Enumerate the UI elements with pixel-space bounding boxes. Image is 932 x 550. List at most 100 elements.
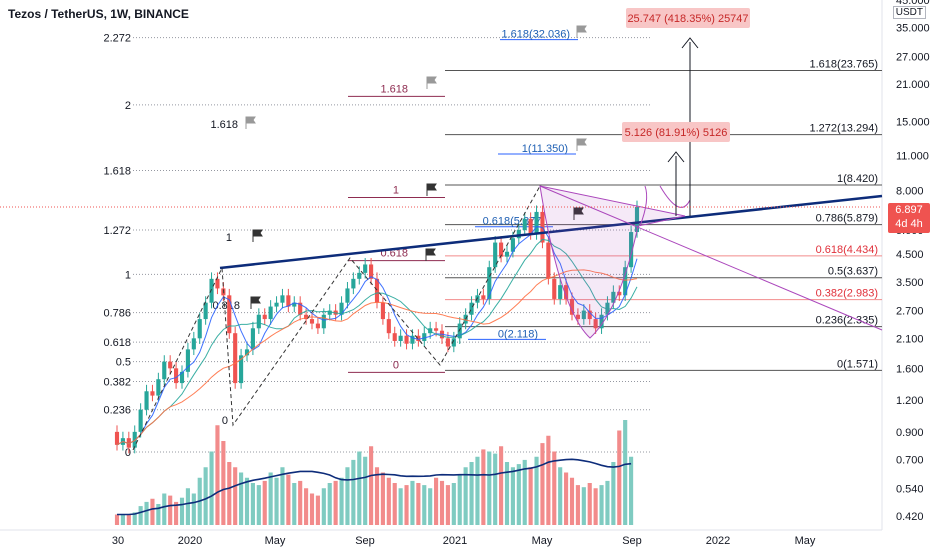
blue-fib-label: 1.618(32.036) bbox=[502, 29, 571, 41]
right-fib-label: 0.382(2.983) bbox=[816, 288, 878, 300]
volume-bar bbox=[617, 430, 622, 525]
candle-body bbox=[369, 264, 374, 279]
candle-body bbox=[244, 349, 250, 356]
blue-fib-label: 0(2.118) bbox=[498, 328, 538, 340]
left-fib-label: 0.818 bbox=[212, 300, 240, 312]
candle-body bbox=[587, 310, 592, 320]
volume-bar bbox=[469, 462, 474, 525]
volume-bar bbox=[132, 512, 137, 525]
candle-body bbox=[629, 232, 634, 268]
mid-fib-label: 1.618 bbox=[380, 83, 408, 95]
volume-bar bbox=[398, 488, 403, 525]
right-fib-label: 0.618(4.434) bbox=[816, 244, 878, 256]
price-tick-label: 1.200 bbox=[896, 395, 924, 407]
volume-bar bbox=[386, 477, 391, 525]
candle-body bbox=[274, 302, 279, 307]
candle-body bbox=[528, 218, 533, 235]
volume-bar bbox=[309, 493, 315, 525]
price-tick-label: 0.540 bbox=[896, 483, 924, 495]
volume-bar bbox=[392, 483, 397, 525]
volume-bar bbox=[274, 477, 279, 525]
trendline-main bbox=[219, 194, 883, 270]
volume-bar bbox=[144, 501, 149, 525]
candle-body bbox=[227, 295, 232, 334]
candle-body bbox=[239, 355, 244, 384]
left-fib-label: 1 bbox=[125, 269, 131, 281]
volume-bar bbox=[463, 467, 468, 525]
target-box-1 bbox=[626, 8, 750, 28]
left-fib-label: 0.5 bbox=[116, 357, 131, 369]
volume-bar bbox=[150, 498, 155, 525]
volume-bar bbox=[333, 480, 338, 525]
left-fib-label: 0.382 bbox=[103, 377, 131, 389]
price-tick-label: 1.600 bbox=[896, 363, 924, 375]
candle-body bbox=[593, 319, 598, 329]
left-fib-label: 0 bbox=[125, 447, 131, 459]
volume-bar bbox=[304, 488, 309, 525]
volume-bar bbox=[605, 480, 610, 525]
volume-bar bbox=[233, 467, 238, 525]
right-fib-label: 0.236(2.335) bbox=[816, 315, 878, 327]
price-tick-label: 27.000 bbox=[896, 51, 930, 63]
candle-body bbox=[250, 328, 255, 350]
volume-bar bbox=[416, 483, 421, 525]
candle-body bbox=[179, 371, 185, 384]
candle-body bbox=[481, 295, 486, 299]
candle-body bbox=[327, 310, 332, 315]
volume-bar bbox=[327, 483, 332, 525]
volume-bar bbox=[268, 472, 273, 525]
candle-body bbox=[286, 295, 291, 307]
volume-bar bbox=[481, 449, 486, 525]
time-tick-label: May bbox=[795, 535, 816, 547]
candle-body bbox=[386, 319, 391, 334]
volume-bar bbox=[516, 464, 521, 525]
candle-body bbox=[569, 298, 575, 315]
volume-bar bbox=[581, 487, 586, 525]
price-tick-label: 0.900 bbox=[896, 427, 924, 439]
volume-bar bbox=[191, 493, 196, 525]
arrowhead-1 bbox=[681, 37, 699, 49]
right-fib-label: 0.786(5.879) bbox=[816, 213, 878, 225]
candle-body bbox=[422, 333, 427, 341]
volume-bar bbox=[239, 472, 244, 525]
volume-bar bbox=[351, 459, 356, 525]
volume-bar bbox=[209, 451, 214, 525]
candle-body bbox=[262, 314, 267, 320]
volume-bar bbox=[611, 462, 616, 525]
time-tick-label: Sep bbox=[622, 535, 642, 547]
volume-bar bbox=[262, 480, 267, 525]
volume-bar bbox=[286, 474, 291, 525]
candle-body bbox=[546, 242, 551, 279]
candle-body bbox=[575, 314, 580, 320]
flag-icon bbox=[250, 296, 261, 309]
candle-body bbox=[475, 295, 480, 303]
volume-bar bbox=[179, 497, 185, 525]
volume-bar bbox=[357, 451, 362, 525]
candle-body bbox=[144, 391, 149, 410]
price-tick-label: 35.000 bbox=[896, 23, 930, 35]
volume-bar bbox=[493, 453, 498, 525]
time-tick-label: 30 bbox=[112, 535, 124, 547]
time-tick-label: 2020 bbox=[178, 535, 202, 547]
candle-body bbox=[351, 278, 356, 289]
volume-bar bbox=[363, 456, 368, 525]
candle-body bbox=[516, 230, 521, 239]
volume-bar bbox=[250, 483, 255, 525]
candle-body bbox=[315, 323, 320, 329]
volume-bar bbox=[221, 441, 226, 525]
candle-body bbox=[404, 335, 409, 344]
candle-body bbox=[410, 335, 415, 344]
volume-bar bbox=[510, 467, 515, 525]
flag-icon bbox=[426, 76, 437, 89]
left-fib-label: 0 bbox=[222, 415, 228, 427]
pattern-shape bbox=[539, 185, 686, 339]
candle-body bbox=[150, 391, 155, 396]
left-fib-label: 2 bbox=[125, 100, 131, 112]
left-fib-label: 2.272 bbox=[103, 33, 131, 45]
volume-bar bbox=[138, 506, 143, 525]
time-tick-label: May bbox=[532, 535, 553, 547]
volume-bar bbox=[410, 480, 415, 525]
candle-body bbox=[168, 361, 173, 369]
